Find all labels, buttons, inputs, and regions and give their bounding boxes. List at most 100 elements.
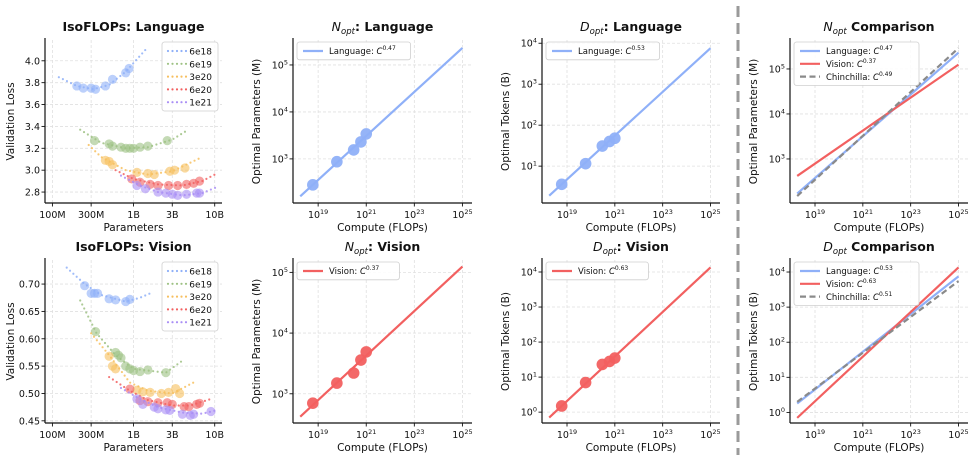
fit-line-languagec xyxy=(548,47,712,197)
chart-nopt-language: 1019 1021 1023 1025 103 104 105 Nopt: Language C… xyxy=(251,19,473,234)
legend-label: 6e18 xyxy=(189,48,212,58)
superscript: 23 xyxy=(665,428,673,436)
data-point xyxy=(161,368,171,378)
title-symbol: N xyxy=(345,239,355,254)
y-tick-label: 104 xyxy=(272,105,288,118)
legend-label: 6e19 xyxy=(189,60,212,70)
data-point xyxy=(307,397,319,409)
y-tick-label: 101 xyxy=(521,371,537,384)
superscript: 21 xyxy=(617,428,625,436)
legend-symbol: C xyxy=(873,73,879,83)
x-tick-label: 1023 xyxy=(404,208,424,221)
y-axis-label: Validation Loss xyxy=(5,302,17,380)
y-tick-label: 3.2 xyxy=(25,144,40,155)
superscript: 23 xyxy=(665,208,673,216)
fit-line-languagec xyxy=(299,47,464,198)
data-point xyxy=(360,128,373,140)
chart-nopt-comparison: 1019 1021 1023 1025 103 104 105 Nopt Comparison… xyxy=(748,19,969,234)
data-point xyxy=(194,398,205,408)
superscript: 0 xyxy=(533,406,537,414)
superscript: 3 xyxy=(781,301,785,309)
legend-exponent: 0.53 xyxy=(631,45,645,52)
superscript: 2 xyxy=(781,336,785,344)
x-tick-label: 1025 xyxy=(452,428,472,441)
legend-exponent: 0.63 xyxy=(863,278,877,285)
y-tick-label: 3.4 xyxy=(25,122,40,133)
data-point xyxy=(132,167,142,177)
legend-label: Chinchilla: C0.49 xyxy=(826,71,892,83)
legend-symbol: C xyxy=(874,47,880,57)
x-axis-label: Compute (FLOPs) xyxy=(337,222,428,234)
chart-title: Nopt: Language xyxy=(332,19,434,37)
legend-frame xyxy=(161,261,219,332)
superscript: 25 xyxy=(464,428,472,436)
legend-label: 3e20 xyxy=(189,293,212,303)
chart-title: Dopt: Language xyxy=(580,19,682,37)
data-point xyxy=(162,136,172,146)
legend-label: Language: C0.53 xyxy=(826,265,893,277)
y-tick-label: 105 xyxy=(272,266,288,279)
superscript: 4 xyxy=(533,37,537,45)
y-tick-label: 2.8 xyxy=(25,188,40,199)
x-axis-label: Parameters xyxy=(103,222,163,234)
superscript: 19 xyxy=(817,428,825,436)
title-symbol: N xyxy=(823,19,833,34)
data-point xyxy=(609,132,621,145)
x-tick-label: 3B xyxy=(166,430,179,441)
data-point xyxy=(180,163,190,173)
superscript: 23 xyxy=(913,428,921,436)
y-axis-label: Optimal Tokens (B) xyxy=(500,72,512,171)
data-point xyxy=(135,142,145,152)
y-tick-label: 0.45 xyxy=(19,416,40,427)
superscript: 1 xyxy=(781,371,785,379)
data-point xyxy=(194,188,205,198)
x-tick-label: 1021 xyxy=(356,428,376,441)
x-tick-label: 100M xyxy=(39,430,65,441)
x-axis-label: Compute (FLOPs) xyxy=(834,222,925,234)
legend-exponent: 0.51 xyxy=(879,291,893,298)
data-point xyxy=(153,180,163,191)
superscript: 5 xyxy=(284,266,288,274)
y-tick-label: 103 xyxy=(521,301,537,314)
superscript: 25 xyxy=(712,208,720,216)
legend-exponent: 0.53 xyxy=(879,265,893,272)
superscript: 4 xyxy=(284,327,288,335)
superscript: 3 xyxy=(533,78,537,86)
x-tick-label: 1019 xyxy=(308,428,328,441)
superscript: 4 xyxy=(781,107,785,115)
data-point xyxy=(143,141,153,151)
legend-symbol: C xyxy=(873,293,879,303)
data-point xyxy=(163,180,174,191)
data-point xyxy=(206,406,216,417)
data-point xyxy=(138,387,148,397)
data-point xyxy=(173,180,183,191)
x-tick-label: 1B xyxy=(127,430,140,441)
data-point xyxy=(153,187,163,197)
data-point xyxy=(127,174,137,184)
x-axis-label: Compute (FLOPs) xyxy=(586,222,677,234)
legend-symbol: C xyxy=(857,60,863,70)
superscript: 23 xyxy=(913,208,921,216)
x-axis-label: Compute (FLOPs) xyxy=(337,442,428,454)
y-tick-label: 105 xyxy=(769,62,785,75)
legend-label: Chinchilla: C0.51 xyxy=(826,291,892,303)
x-tick-label: 1023 xyxy=(900,208,920,221)
y-tick-label: 0.55 xyxy=(19,362,40,373)
data-point xyxy=(149,169,159,180)
legend-frame xyxy=(545,261,649,281)
legend-exponent: 0.47 xyxy=(879,45,893,52)
data-point xyxy=(107,160,118,170)
data-point xyxy=(331,155,343,168)
superscript: 25 xyxy=(712,428,720,436)
fit-curve-3e20 xyxy=(87,143,204,176)
chart-dopt-language: 1019 1021 1023 1025 101 102 103 104 Dopt: Langua… xyxy=(500,19,721,234)
x-tick-label: 300M xyxy=(78,210,104,221)
legend-frame xyxy=(545,41,660,61)
superscript: 4 xyxy=(284,105,288,113)
y-tick-label: 104 xyxy=(769,266,785,279)
data-point xyxy=(579,157,592,170)
title-symbol: D xyxy=(823,239,833,254)
legend-label: 6e20 xyxy=(189,86,212,96)
y-tick-label: 102 xyxy=(769,336,785,349)
y-tick-label: 103 xyxy=(521,78,537,91)
